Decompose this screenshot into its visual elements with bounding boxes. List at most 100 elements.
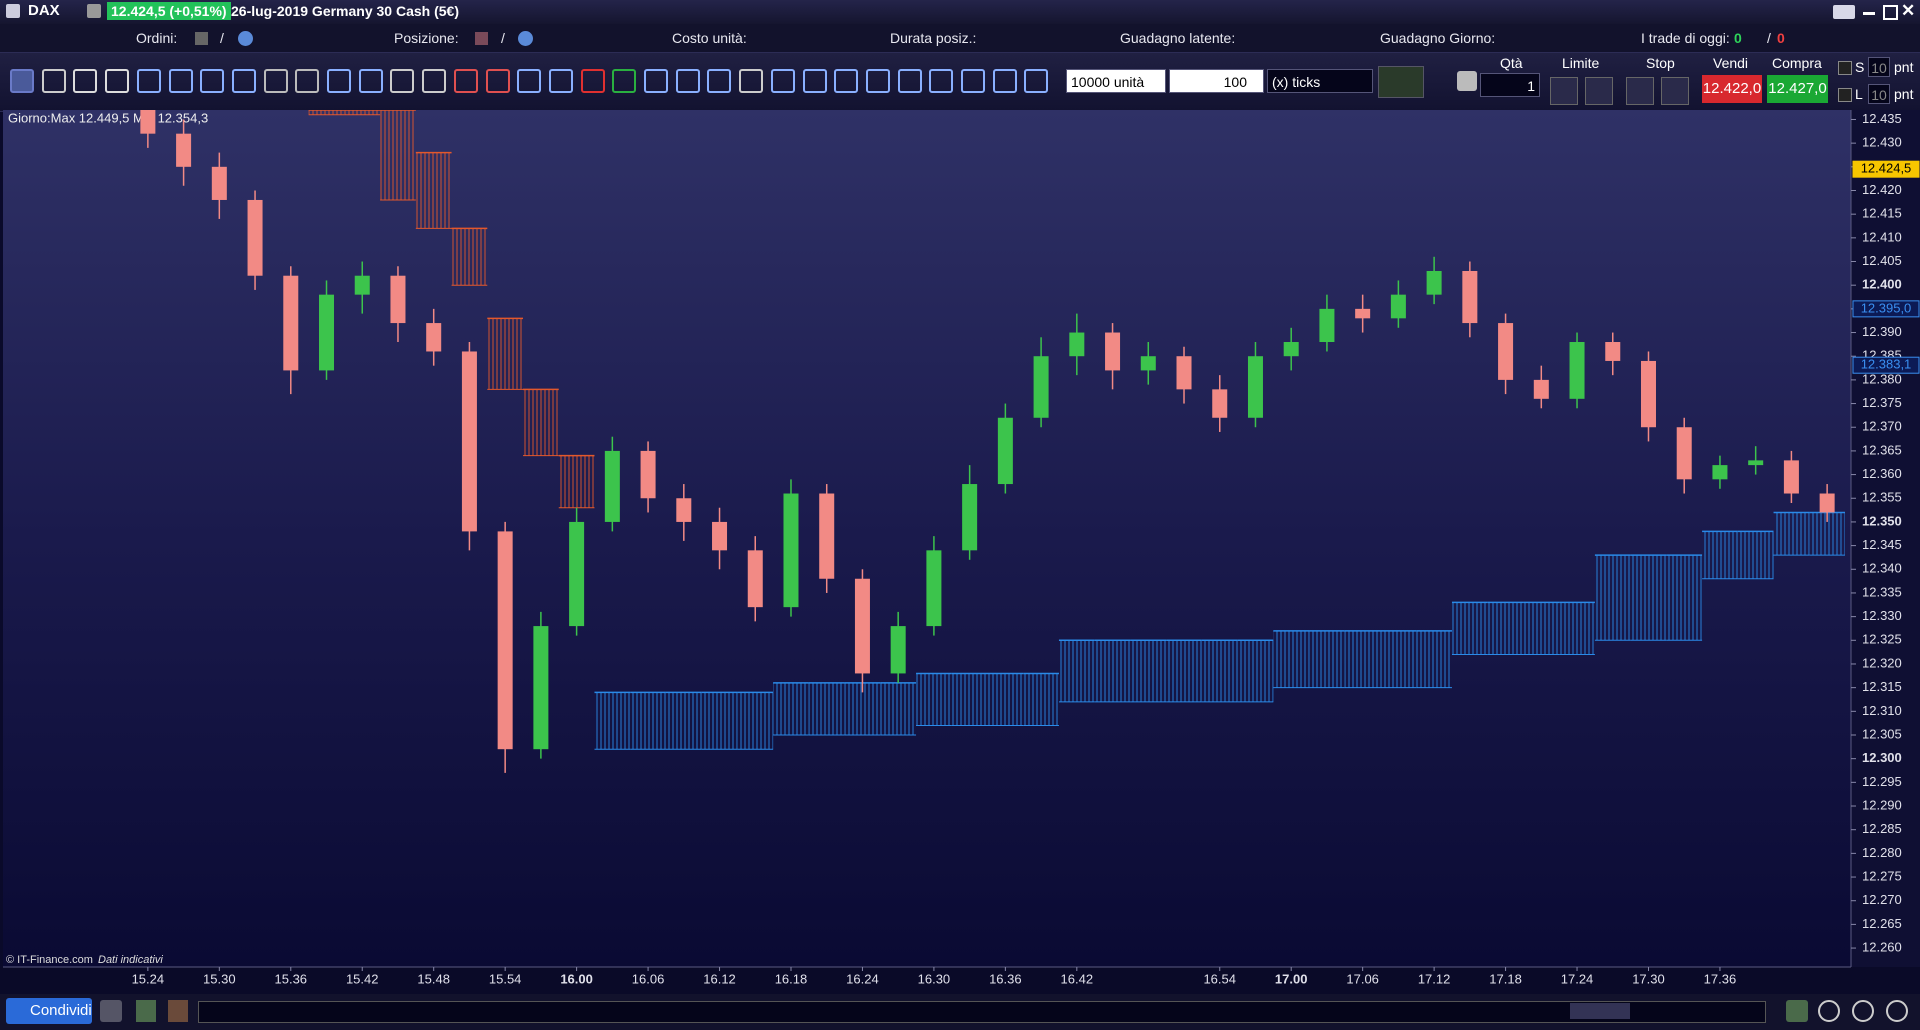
tool-icon[interactable]: [73, 69, 98, 93]
info-icon[interactable]: [87, 4, 101, 18]
limit-buy[interactable]: [1550, 77, 1578, 105]
stop-long-label: L: [1855, 86, 1863, 102]
scrollbar[interactable]: [198, 1001, 1766, 1023]
tool-icon[interactable]: [580, 69, 605, 93]
candle-body: [1712, 465, 1728, 480]
candle-body: [283, 275, 299, 371]
tool-icon[interactable]: [358, 69, 383, 93]
tool-icon[interactable]: [200, 69, 225, 93]
zoom-in[interactable]: [1886, 1000, 1908, 1022]
zoom-fit[interactable]: [1786, 1000, 1808, 1022]
candle-body: [640, 450, 656, 499]
tool-icon[interactable]: [675, 69, 700, 93]
candle-body: [604, 450, 620, 522]
band-segment: [594, 692, 631, 750]
tool-icon[interactable]: [327, 69, 351, 93]
stop-short-check[interactable]: [1838, 61, 1852, 75]
stop-short-value[interactable]: 10: [1868, 57, 1890, 77]
y-tick-label: 12.435: [1862, 111, 1902, 126]
stop-sell[interactable]: [1661, 77, 1689, 105]
tool-icon[interactable]: [612, 69, 637, 93]
footer-tool[interactable]: [168, 1000, 188, 1022]
candle-body: [211, 166, 227, 200]
tool-icon[interactable]: [961, 69, 985, 93]
tool-icon[interactable]: [707, 69, 732, 93]
band-segment: [916, 673, 952, 726]
stop-buy[interactable]: [1626, 77, 1654, 105]
symbol[interactable]: DAX: [28, 2, 60, 19]
position-settings[interactable]: [518, 31, 533, 46]
band-segment: [1594, 555, 1631, 641]
order-mode[interactable]: [1378, 66, 1424, 98]
tool-icon[interactable]: [295, 69, 320, 93]
x-tick-label: 15.36: [275, 971, 308, 986]
day-range: Giorno:Max 12.449,5 Min 12.354,3: [8, 110, 208, 125]
tool-icon[interactable]: [834, 69, 859, 93]
tool-icon[interactable]: [41, 69, 66, 93]
x-tick-label: 16.12: [703, 971, 736, 986]
tool-icon[interactable]: [453, 69, 478, 93]
minimize[interactable]: [1863, 12, 1875, 15]
band-segment: [1702, 531, 1738, 579]
limit-sell[interactable]: [1585, 77, 1613, 105]
scroll-thumb[interactable]: [1570, 1003, 1630, 1019]
tool-icon[interactable]: [517, 69, 542, 93]
band-segment: [987, 673, 1024, 726]
tool-icon[interactable]: [865, 69, 890, 93]
tool-icon[interactable]: [168, 69, 193, 93]
sell-button[interactable]: 12.422,0: [1702, 75, 1762, 103]
tool-icon[interactable]: [231, 69, 256, 93]
tool-icon[interactable]: [802, 69, 827, 93]
share-button[interactable]: Condividi: [6, 998, 92, 1024]
band-segment: [344, 110, 381, 115]
candle-body: [1783, 460, 1799, 494]
stop-long-check[interactable]: [1838, 88, 1852, 102]
settings-wrench[interactable]: [1457, 71, 1477, 91]
orders-value: /: [220, 30, 224, 46]
candle-body: [319, 294, 335, 371]
tool-icon[interactable]: [929, 69, 954, 93]
band-segment: [1523, 602, 1560, 655]
tool-icon[interactable]: [105, 69, 130, 93]
tool-icon[interactable]: [485, 69, 510, 93]
units-select[interactable]: 10000 unità: [1066, 69, 1166, 93]
qty-input[interactable]: 1: [1480, 73, 1540, 97]
tool-icon[interactable]: [897, 69, 922, 93]
tool-icon[interactable]: [136, 69, 161, 93]
footer-tool[interactable]: [136, 1000, 156, 1022]
tool-icon[interactable]: [644, 69, 668, 93]
zoom-auto[interactable]: [1818, 1000, 1840, 1022]
tool-icon[interactable]: [422, 69, 447, 93]
trades-sep: /: [1767, 30, 1771, 46]
ticks-select[interactable]: (x) ticks: [1267, 69, 1373, 93]
position-icon[interactable]: [475, 32, 488, 45]
tool-icon[interactable]: [263, 69, 288, 93]
tool-icon[interactable]: [390, 69, 415, 93]
x-tick-label: 17.12: [1418, 971, 1451, 986]
footer-tool[interactable]: [100, 1000, 122, 1022]
tool-icon[interactable]: [548, 69, 573, 93]
candle-body: [1676, 427, 1692, 480]
orders-icon[interactable]: [195, 32, 208, 45]
title-bar: DAX 12.424,5 (+0,51%) 26-lug-2019 German…: [0, 0, 1920, 24]
window-menu[interactable]: [1833, 5, 1855, 19]
zoom-out[interactable]: [1852, 1000, 1874, 1022]
tool-icon[interactable]: [992, 69, 1017, 93]
x-tick-label: 16.54: [1203, 971, 1236, 986]
candle-body: [176, 133, 192, 167]
tool-icon[interactable]: [10, 69, 34, 93]
x-tick-label: 17.24: [1561, 971, 1594, 986]
close[interactable]: ✕: [1901, 1, 1916, 20]
ticks-input[interactable]: 100: [1169, 69, 1264, 93]
maximize[interactable]: [1883, 5, 1898, 20]
orders-settings[interactable]: [238, 31, 253, 46]
buy-button[interactable]: 12.427,0: [1767, 75, 1828, 103]
stop-long-value[interactable]: 10: [1868, 84, 1890, 104]
tool-icon[interactable]: [1024, 69, 1049, 93]
candle-body: [1176, 356, 1192, 390]
limit-label: Limite: [1562, 55, 1600, 71]
tool-icon[interactable]: [739, 69, 764, 93]
tool-icon[interactable]: [770, 69, 795, 93]
app-icon[interactable]: [6, 4, 20, 18]
